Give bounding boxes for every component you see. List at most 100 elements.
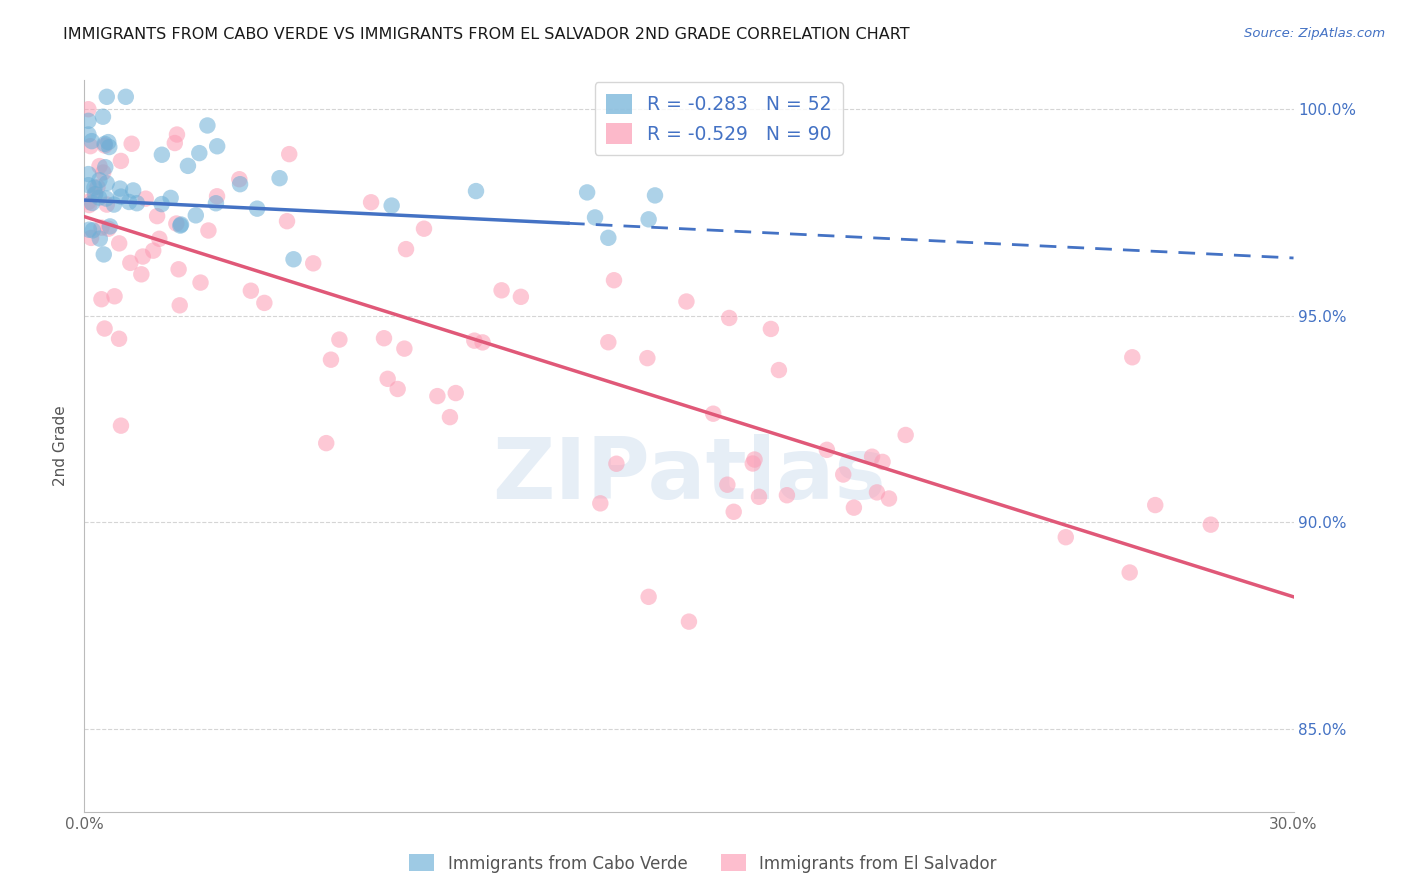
Point bbox=[83, 180, 105, 194]
Point bbox=[246, 202, 269, 216]
Point bbox=[675, 294, 697, 309]
Point bbox=[83, 187, 105, 202]
Point bbox=[89, 232, 111, 246]
Point bbox=[636, 351, 658, 365]
Point bbox=[120, 256, 142, 270]
Point bbox=[229, 177, 252, 191]
Point bbox=[413, 221, 436, 235]
Point bbox=[205, 196, 228, 211]
Point bbox=[583, 211, 606, 225]
Point bbox=[84, 187, 107, 202]
Point bbox=[150, 197, 173, 211]
Point bbox=[89, 159, 111, 173]
Point bbox=[108, 332, 131, 346]
Point bbox=[723, 505, 745, 519]
Point bbox=[463, 334, 485, 348]
Point bbox=[576, 186, 599, 200]
Point bbox=[169, 219, 191, 233]
Point bbox=[94, 138, 117, 153]
Point bbox=[439, 410, 461, 425]
Point bbox=[77, 128, 100, 142]
Point bbox=[190, 276, 212, 290]
Point bbox=[239, 284, 262, 298]
Point bbox=[98, 140, 121, 154]
Legend: R = -0.283   N = 52, R = -0.529   N = 90: R = -0.283 N = 52, R = -0.529 N = 90 bbox=[595, 82, 842, 155]
Point bbox=[328, 333, 350, 347]
Point bbox=[598, 335, 620, 350]
Point bbox=[79, 139, 101, 153]
Point bbox=[269, 171, 291, 186]
Point bbox=[80, 134, 103, 148]
Point bbox=[86, 180, 108, 194]
Point bbox=[77, 102, 100, 116]
Point bbox=[866, 485, 889, 500]
Point bbox=[108, 181, 131, 195]
Point bbox=[1121, 351, 1143, 365]
Point bbox=[177, 159, 200, 173]
Point bbox=[96, 176, 118, 190]
Legend: Immigrants from Cabo Verde, Immigrants from El Salvador: Immigrants from Cabo Verde, Immigrants f… bbox=[402, 847, 1004, 880]
Point bbox=[93, 136, 115, 151]
Point bbox=[77, 223, 100, 237]
Point bbox=[108, 236, 131, 251]
Point bbox=[96, 197, 118, 211]
Y-axis label: 2nd Grade: 2nd Grade bbox=[53, 406, 69, 486]
Point bbox=[205, 189, 228, 203]
Point bbox=[894, 428, 917, 442]
Point bbox=[97, 221, 120, 235]
Point bbox=[877, 491, 900, 506]
Point bbox=[122, 183, 145, 197]
Point bbox=[188, 146, 211, 161]
Point bbox=[165, 217, 187, 231]
Point bbox=[77, 178, 100, 193]
Point bbox=[395, 242, 418, 256]
Point bbox=[184, 208, 207, 222]
Point bbox=[110, 189, 132, 203]
Point bbox=[444, 386, 467, 401]
Point bbox=[142, 244, 165, 258]
Point bbox=[170, 218, 193, 232]
Point bbox=[605, 457, 627, 471]
Point bbox=[93, 247, 115, 261]
Point bbox=[80, 231, 103, 245]
Point bbox=[491, 283, 513, 297]
Point bbox=[94, 160, 117, 174]
Point bbox=[644, 188, 666, 202]
Point bbox=[360, 195, 382, 210]
Point bbox=[302, 256, 325, 270]
Point bbox=[91, 165, 114, 179]
Point bbox=[94, 192, 117, 206]
Point bbox=[716, 477, 738, 491]
Point bbox=[278, 147, 301, 161]
Point bbox=[319, 352, 342, 367]
Point bbox=[465, 184, 488, 198]
Point bbox=[118, 194, 141, 209]
Point bbox=[97, 135, 120, 149]
Point bbox=[377, 372, 399, 386]
Point bbox=[93, 321, 115, 335]
Point bbox=[87, 190, 110, 204]
Point bbox=[148, 232, 170, 246]
Point bbox=[103, 197, 125, 211]
Point bbox=[146, 209, 169, 223]
Point bbox=[387, 382, 409, 396]
Point bbox=[426, 389, 449, 403]
Point bbox=[315, 436, 337, 450]
Point bbox=[197, 223, 219, 237]
Point bbox=[872, 455, 894, 469]
Point bbox=[150, 147, 173, 161]
Point bbox=[77, 167, 100, 181]
Point bbox=[205, 139, 228, 153]
Point bbox=[744, 452, 766, 467]
Point bbox=[77, 113, 100, 128]
Point bbox=[718, 310, 741, 325]
Point bbox=[91, 110, 114, 124]
Point bbox=[253, 296, 276, 310]
Point bbox=[169, 298, 191, 312]
Point bbox=[832, 467, 855, 482]
Point bbox=[860, 450, 883, 464]
Point bbox=[637, 590, 659, 604]
Point bbox=[815, 442, 838, 457]
Point bbox=[121, 136, 143, 151]
Point bbox=[509, 290, 531, 304]
